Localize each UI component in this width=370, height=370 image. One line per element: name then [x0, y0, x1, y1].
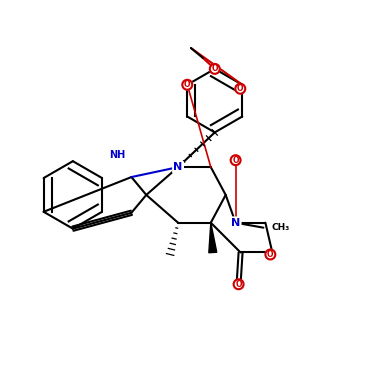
Circle shape	[265, 249, 275, 259]
Text: N: N	[174, 162, 183, 172]
Text: O: O	[235, 280, 242, 289]
Text: CH₃: CH₃	[271, 223, 290, 232]
Text: O: O	[232, 156, 239, 165]
Text: O: O	[212, 64, 218, 73]
Text: O: O	[267, 250, 273, 259]
Circle shape	[182, 80, 192, 90]
Text: NH: NH	[110, 150, 126, 160]
Circle shape	[231, 155, 240, 165]
Circle shape	[210, 64, 220, 74]
Text: N: N	[231, 218, 240, 228]
Polygon shape	[209, 223, 217, 253]
Circle shape	[233, 279, 243, 289]
Text: O: O	[184, 80, 191, 89]
Circle shape	[235, 84, 245, 94]
Text: O: O	[237, 84, 243, 93]
